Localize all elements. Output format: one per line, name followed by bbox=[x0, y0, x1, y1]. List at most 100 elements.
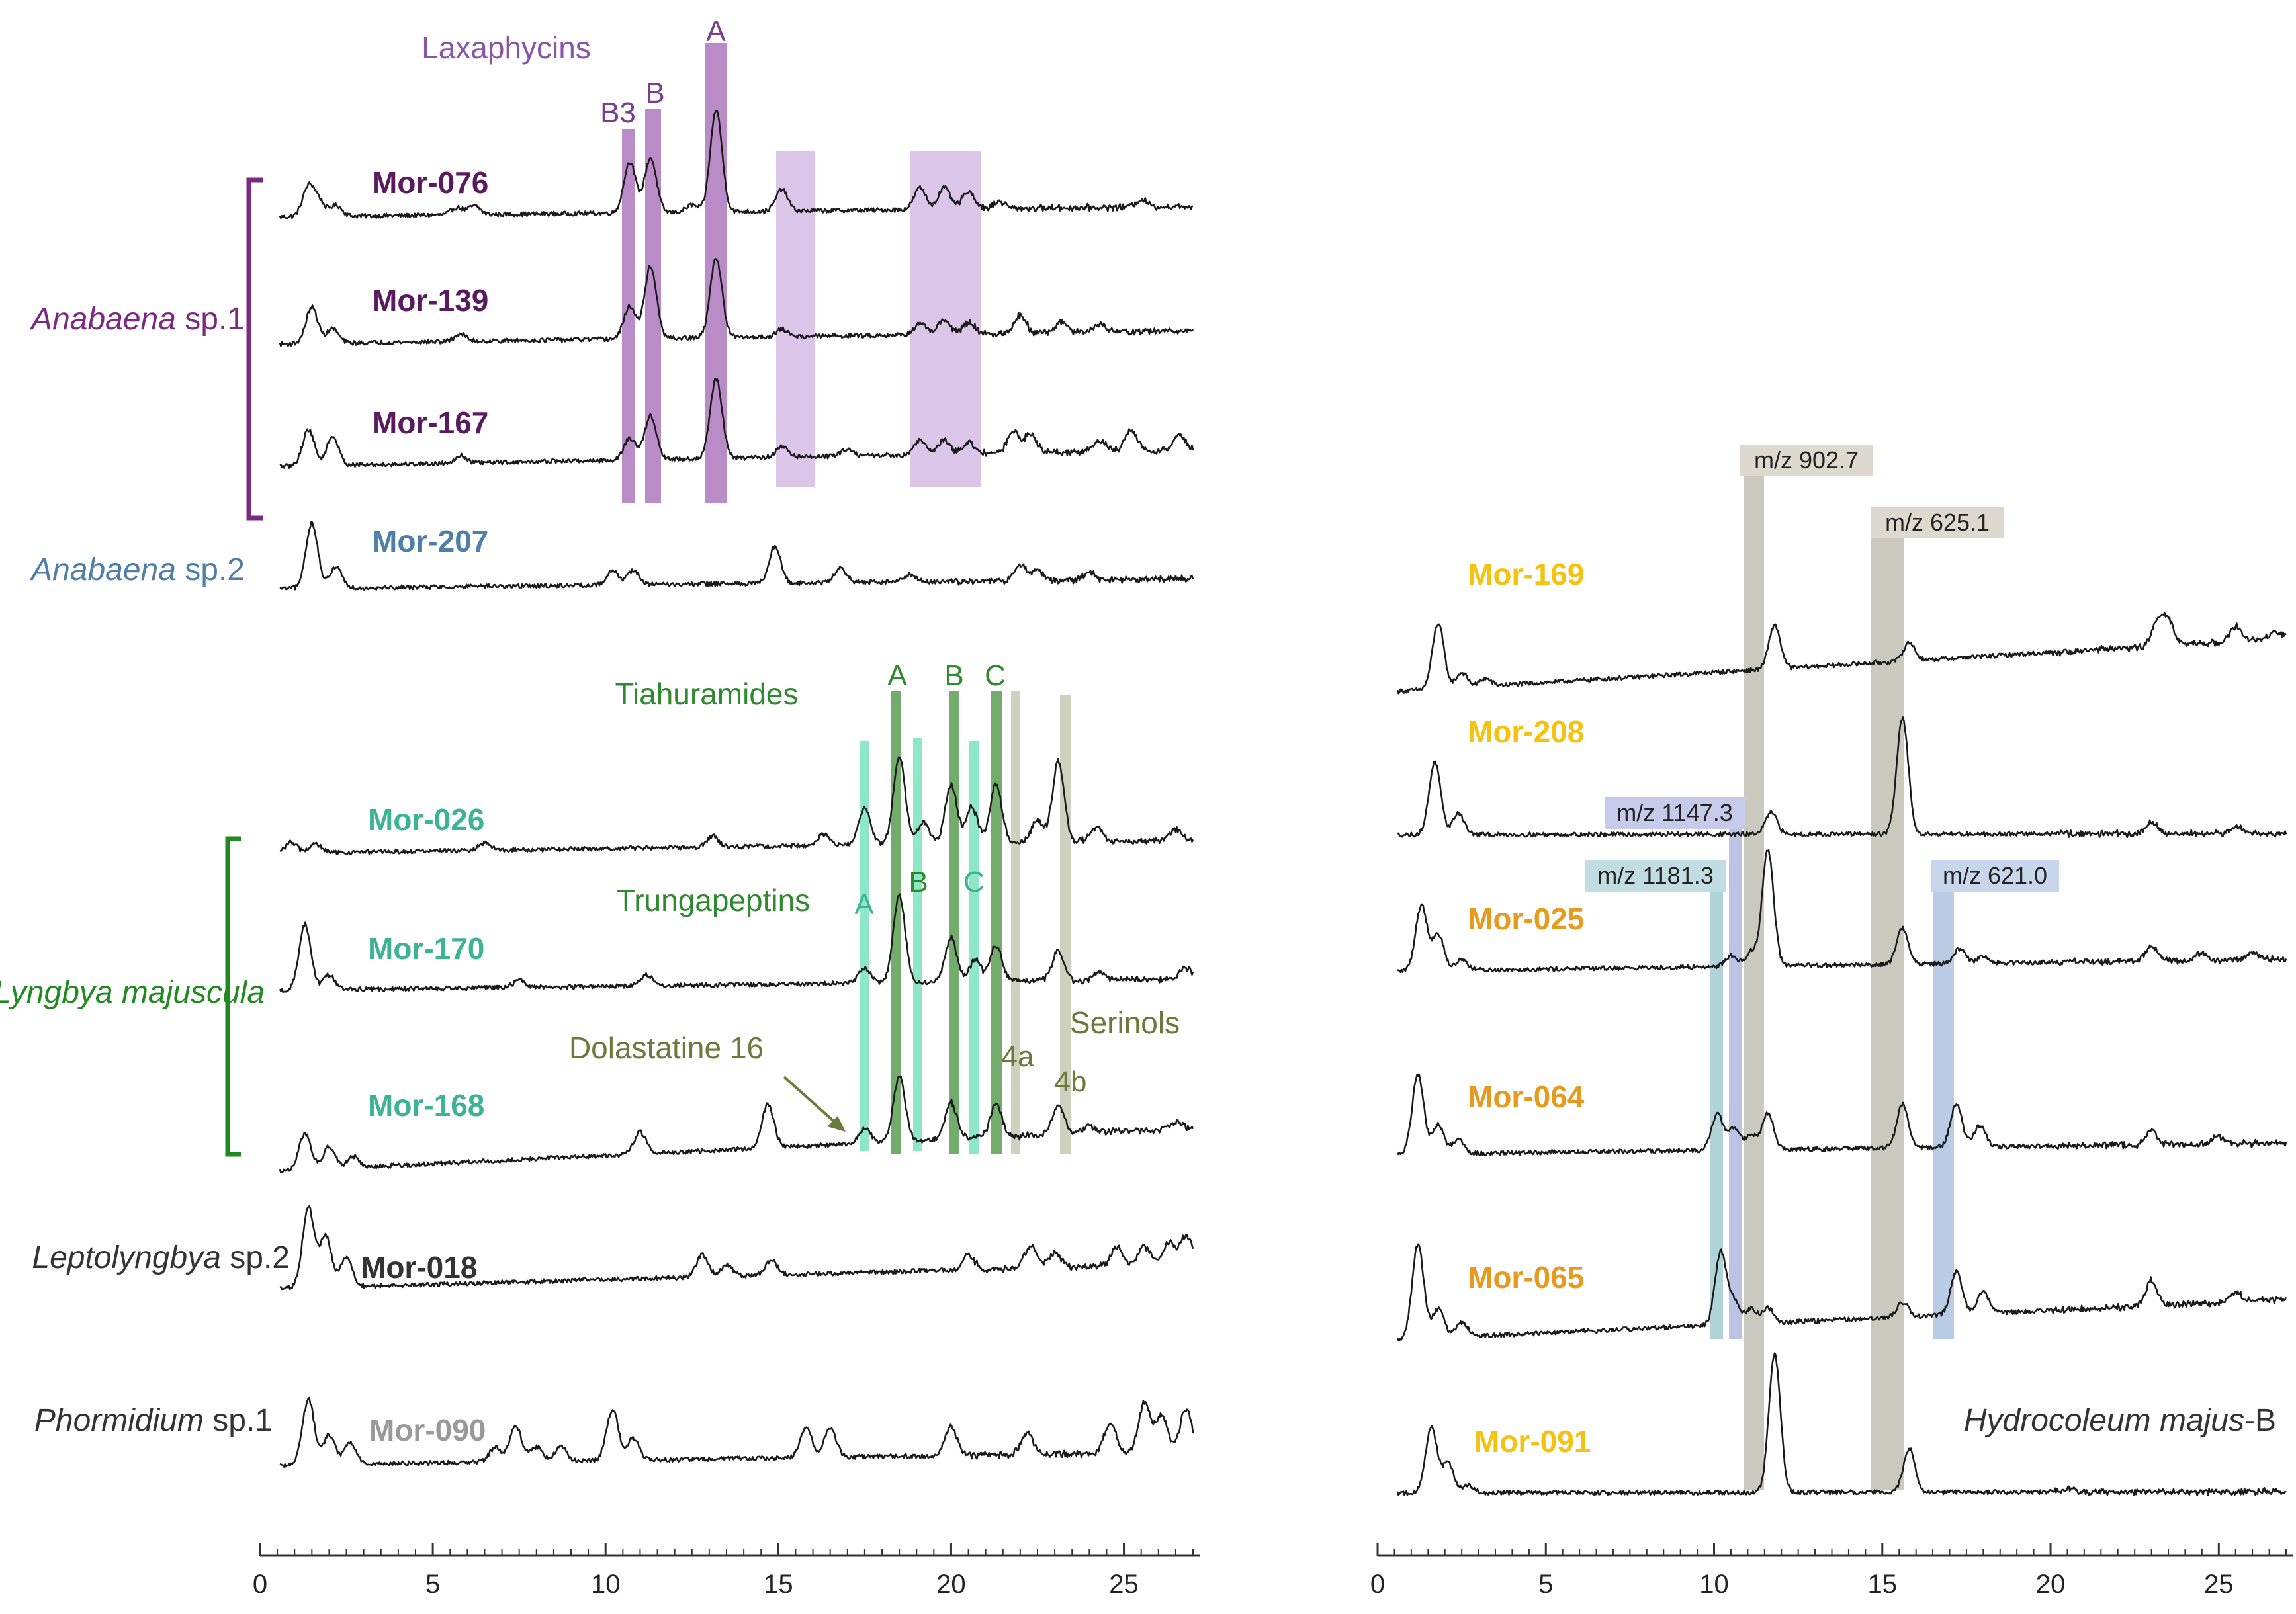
trace-mor-018 bbox=[279, 1205, 1194, 1291]
mz-1147-label: m/z 1147.3 bbox=[1616, 799, 1732, 826]
left-chromatogram-traces bbox=[279, 110, 1194, 1468]
trace-mor-026 bbox=[279, 756, 1194, 855]
trungapeptins-title: Trungapeptins bbox=[617, 883, 810, 917]
mz-1147-box bbox=[1605, 797, 1745, 829]
trace-mor-168 bbox=[279, 1075, 1194, 1173]
dolastatine-label: Dolastatine 16 bbox=[569, 1031, 764, 1065]
x-tick-label: 15 bbox=[1868, 1570, 1898, 1599]
sample-label-mor-065: Mor-065 bbox=[1468, 1260, 1584, 1295]
serinols-title: Serinols bbox=[1070, 1005, 1180, 1040]
mz-625-box bbox=[1871, 507, 2004, 538]
band-laxaphycin-minor-1 bbox=[776, 151, 815, 487]
band-tiahuramide-c bbox=[991, 691, 1002, 1154]
anabaena-sp1-bracket bbox=[246, 177, 263, 521]
left-highlight-bands bbox=[622, 43, 1071, 1154]
trace-mor-139 bbox=[279, 258, 1194, 347]
band-trungapeptin-b bbox=[913, 738, 922, 1151]
mz-1181-box bbox=[1585, 860, 1726, 892]
band-laxaphycin-minor-2 bbox=[910, 151, 981, 487]
species-phormidium-sp1: Phormidium sp.1 bbox=[34, 1403, 273, 1438]
band-serinol-4a bbox=[1011, 691, 1020, 1154]
trace-mor-090 bbox=[279, 1396, 1194, 1468]
x-tick-label: 20 bbox=[936, 1570, 966, 1599]
band-tiahuramide-a bbox=[891, 691, 901, 1154]
x-tick-label: 0 bbox=[253, 1570, 267, 1599]
trace-mor-025 bbox=[1397, 849, 2287, 973]
trungapeptin-a-label: A bbox=[854, 888, 874, 921]
serinol-4a-label: 4a bbox=[1002, 1041, 1034, 1073]
trace-mor-064 bbox=[1396, 1073, 2287, 1156]
x-tick-label: 25 bbox=[2204, 1570, 2234, 1599]
tiahuramide-b-label: B bbox=[944, 659, 963, 692]
species-anabaena-sp2: Anabaena sp.2 bbox=[29, 552, 245, 587]
mz-annotations: m/z 902.7 m/z 625.1 m/z 1147.3 m/z 1181.… bbox=[1585, 445, 2059, 892]
right-chromatogram-traces bbox=[1396, 611, 2287, 1497]
group-brackets bbox=[225, 177, 263, 1157]
sample-label-mor-025: Mor-025 bbox=[1468, 902, 1584, 936]
right-x-axis: 0 5 10 15 20 25 bbox=[1370, 1543, 2293, 1599]
sample-label-mor-207: Mor-207 bbox=[372, 524, 488, 558]
sample-label-mor-139: Mor-139 bbox=[372, 283, 488, 318]
sample-label-mor-018: Mor-018 bbox=[361, 1250, 477, 1285]
dolastatine-arrow bbox=[783, 1076, 840, 1127]
band-mz-902 bbox=[1744, 475, 1764, 1490]
tiahuramide-c-label: C bbox=[985, 659, 1006, 692]
species-leptolyngbya-sp2: Leptolyngbya sp.2 bbox=[32, 1240, 290, 1275]
lyngbya-bracket bbox=[225, 836, 241, 1157]
trace-mor-076 bbox=[279, 110, 1194, 220]
sample-label-mor-167: Mor-167 bbox=[372, 405, 488, 440]
trace-mor-169 bbox=[1396, 611, 2287, 695]
band-serinol-4b bbox=[1060, 695, 1071, 1154]
species-hydrocoleum-majus-b: Hydrocoleum majus-B bbox=[1964, 1403, 2276, 1438]
mz-1181-label: m/z 1181.3 bbox=[1597, 862, 1713, 889]
sample-label-mor-170: Mor-170 bbox=[368, 931, 484, 966]
species-anabaena-sp1: Anabaena sp.1 bbox=[29, 302, 245, 337]
laxaphycin-b-label: B bbox=[645, 77, 664, 109]
dolastatine-arrowhead bbox=[827, 1116, 846, 1132]
right-sample-labels: Mor-169 Mor-208 Mor-025 Mor-064 Mor-065 … bbox=[1468, 557, 1591, 1459]
band-trungapeptin-c bbox=[969, 741, 979, 1154]
sample-label-mor-169: Mor-169 bbox=[1468, 557, 1584, 591]
x-tick-label: 10 bbox=[591, 1570, 621, 1599]
band-laxaphycin-b3 bbox=[622, 129, 635, 503]
sample-label-mor-208: Mor-208 bbox=[1468, 714, 1584, 749]
trace-mor-091 bbox=[1396, 1352, 2287, 1497]
sample-label-mor-076: Mor-076 bbox=[372, 165, 488, 200]
trungapeptin-c-label: C bbox=[963, 866, 985, 898]
left-sample-labels: Mor-076 Mor-139 Mor-167 Mor-207 Mor-026 … bbox=[361, 165, 488, 1447]
sample-label-mor-026: Mor-026 bbox=[368, 802, 484, 837]
laxaphycin-b3-label: B3 bbox=[600, 97, 636, 129]
mz-902-box bbox=[1740, 445, 1873, 476]
sample-label-mor-091: Mor-091 bbox=[1474, 1424, 1591, 1459]
species-lyngbya-majuscula: Lyngbya majuscula bbox=[0, 975, 265, 1010]
mz-902-label: m/z 902.7 bbox=[1754, 446, 1859, 474]
x-tick-label: 15 bbox=[764, 1570, 793, 1599]
mz-625-label: m/z 625.1 bbox=[1885, 509, 1990, 536]
trace-mor-208 bbox=[1397, 716, 2287, 839]
left-x-axis: 0 5 10 15 20 25 bbox=[253, 1543, 1200, 1599]
band-mz-1147 bbox=[1729, 827, 1742, 1339]
trungapeptin-b-label: B bbox=[908, 866, 928, 898]
x-tick-label: 5 bbox=[425, 1570, 440, 1599]
mz-621-label: m/z 621.0 bbox=[1943, 862, 2047, 889]
sample-label-mor-064: Mor-064 bbox=[1468, 1080, 1585, 1114]
band-mz-625 bbox=[1871, 536, 1904, 1490]
trace-mor-207 bbox=[279, 521, 1194, 591]
tiahuramide-a-label: A bbox=[887, 659, 907, 692]
band-tiahuramide-b bbox=[949, 691, 959, 1154]
laxaphycins-title: Laxaphycins bbox=[421, 30, 591, 65]
x-tick-label: 25 bbox=[1109, 1570, 1139, 1599]
right-highlight-bands bbox=[1710, 475, 1954, 1490]
trace-mor-170 bbox=[279, 893, 1194, 993]
band-trungapeptin-a bbox=[860, 741, 869, 1151]
x-tick-label: 5 bbox=[1538, 1570, 1553, 1599]
trace-mor-065 bbox=[1396, 1243, 2287, 1342]
mz-621-box bbox=[1931, 860, 2059, 892]
band-mz-621 bbox=[1933, 890, 1954, 1339]
x-tick-label: 10 bbox=[1699, 1570, 1729, 1599]
laxaphycin-a-label: A bbox=[706, 15, 726, 48]
species-labels: Anabaena sp.1 Anabaena sp.2 Lyngbya maju… bbox=[0, 302, 2276, 1438]
tiahuramides-title: Tiahuramides bbox=[615, 677, 799, 711]
left-annotations: Laxaphycins A B B3 Tiahuramides A B C Tr… bbox=[421, 15, 1180, 1132]
